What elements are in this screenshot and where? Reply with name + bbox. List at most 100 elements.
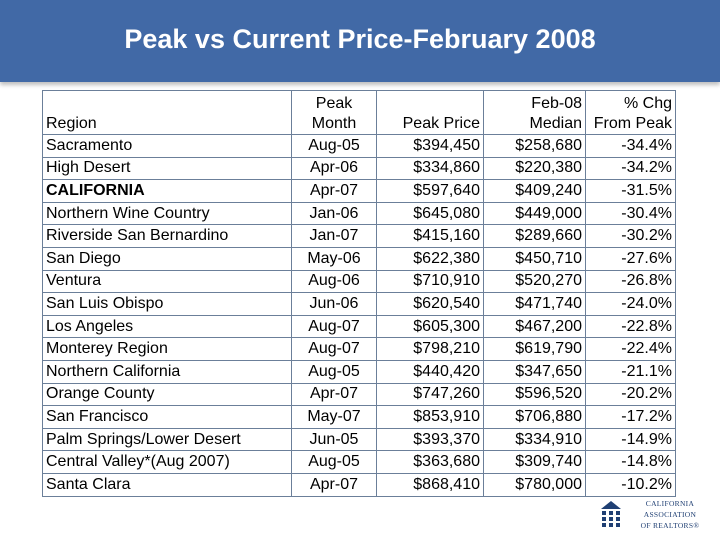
header-line: Region — [46, 115, 97, 132]
logo-line: CALIFORNIA — [645, 499, 695, 508]
cell-pct-change: -14.8% — [585, 450, 676, 474]
table-row: Northern Wine Country Jan-06 $645,080 $449,… — [42, 201, 676, 226]
cell-feb08-median: $334,910 — [483, 427, 586, 452]
cell-peak-price: $393,370 — [376, 427, 484, 452]
logo-line: ASSOCIATION — [643, 510, 697, 519]
cell-pct-change: -27.6% — [585, 246, 676, 271]
cell-region: Ventura — [42, 269, 292, 294]
cell-peak-price: $853,910 — [376, 405, 484, 429]
cell-pct-change: -34.4% — [585, 134, 676, 158]
table-row: Northern California Aug-05 $440,420 $347,65… — [42, 359, 676, 384]
cell-feb08-median: $449,000 — [483, 201, 586, 226]
cell-peak-price: $620,540 — [376, 292, 484, 316]
cell-feb08-median: $289,660 — [483, 224, 586, 248]
cell-peak-price: $645,080 — [376, 201, 484, 226]
cell-pct-change: -30.4% — [585, 201, 676, 226]
cell-peak-month: Aug-07 — [291, 337, 377, 361]
table-row: High Desert Apr-06 $334,860 $220,380 -34.2% — [42, 156, 676, 181]
cell-peak-price: $622,380 — [376, 246, 484, 271]
table-row: Riverside San Bernardino Jan-07 $415,160 $2… — [42, 224, 676, 248]
header-feb08-median: Feb-08 Median — [483, 90, 586, 135]
cell-feb08-median: $258,680 — [483, 134, 586, 158]
cell-peak-price: $605,300 — [376, 314, 484, 339]
table-row: Ventura Aug-06 $710,910 $520,270 -26.8% — [42, 269, 676, 294]
logo-line: OF REALTORS® — [640, 521, 700, 530]
cell-pct-change: -31.5% — [585, 179, 676, 203]
cell-region: Riverside San Bernardino — [42, 224, 292, 248]
header-line: % Chg — [623, 95, 672, 112]
cell-feb08-median: $450,710 — [483, 246, 586, 271]
cell-peak-month: Jan-07 — [291, 224, 377, 248]
cell-region: Northern California — [42, 359, 292, 384]
cell-peak-month: Aug-05 — [291, 134, 377, 158]
price-table: Region Peak Month Peak Price Feb-08 Median… — [42, 90, 676, 497]
header-row: Region Peak Month Peak Price Feb-08 Median… — [42, 90, 676, 135]
cell-region: San Diego — [42, 246, 292, 271]
cell-peak-month: Apr-07 — [291, 472, 377, 497]
cell-pct-change: -30.2% — [585, 224, 676, 248]
cell-peak-month: Aug-07 — [291, 314, 377, 339]
logo-text: CALIFORNIA ASSOCIATION OF REALTORS® — [624, 498, 716, 531]
cell-region: Central Valley*(Aug 2007) — [42, 450, 292, 474]
title-bar: Peak vs Current Price-February 2008 — [0, 0, 720, 82]
cell-region: Orange County — [42, 382, 292, 407]
header-line: Month — [311, 115, 357, 132]
cell-peak-price: $440,420 — [376, 359, 484, 384]
table-row: San Luis Obispo Jun-06 $620,540 $471,740 -24… — [42, 292, 676, 316]
cell-peak-month: Apr-06 — [291, 156, 377, 181]
table-row: CALIFORNIA Apr-07 $597,640 $409,240 -31.5% — [42, 179, 676, 203]
table-row: San Diego May-06 $622,380 $450,710 -27.6% — [42, 246, 676, 271]
cell-region: Palm Springs/Lower Desert — [42, 427, 292, 452]
table-row: Central Valley*(Aug 2007) Aug-05 $363,680 $… — [42, 450, 676, 474]
cell-peak-month: May-06 — [291, 246, 377, 271]
cell-feb08-median: $309,740 — [483, 450, 586, 474]
header-line: Median — [529, 115, 582, 132]
cell-region: CALIFORNIA — [42, 179, 292, 203]
cell-peak-month: Jun-06 — [291, 292, 377, 316]
table-row: Sacramento Aug-05 $394,450 $258,680 -34.4% — [42, 134, 676, 158]
cell-peak-price: $868,410 — [376, 472, 484, 497]
cell-region: Sacramento — [42, 134, 292, 158]
cell-peak-price: $415,160 — [376, 224, 484, 248]
cell-peak-month: May-07 — [291, 405, 377, 429]
table-row: San Francisco May-07 $853,910 $706,880 -17.2… — [42, 405, 676, 429]
cell-peak-price: $747,260 — [376, 382, 484, 407]
cell-pct-change: -26.8% — [585, 269, 676, 294]
cell-feb08-median: $706,880 — [483, 405, 586, 429]
cell-pct-change: -20.2% — [585, 382, 676, 407]
cell-feb08-median: $347,650 — [483, 359, 586, 384]
cell-pct-change: -14.9% — [585, 427, 676, 452]
table-row: Palm Springs/Lower Desert Jun-05 $393,370 $… — [42, 427, 676, 452]
cell-feb08-median: $520,270 — [483, 269, 586, 294]
table-row: Monterey Region Aug-07 $798,210 $619,790 -22… — [42, 337, 676, 361]
cell-pct-change: -34.2% — [585, 156, 676, 181]
cell-pct-change: -22.8% — [585, 314, 676, 339]
header-region: Region — [42, 90, 292, 135]
header-pct-change: % Chg From Peak — [585, 90, 676, 135]
header-line: Feb-08 — [531, 95, 582, 112]
header-line: Peak — [315, 95, 353, 112]
cell-pct-change: -22.4% — [585, 337, 676, 361]
table-row: Santa Clara Apr-07 $868,410 $780,000 -10.2% — [42, 472, 676, 497]
cell-peak-month: Apr-07 — [291, 179, 377, 203]
cell-region: Northern Wine Country — [42, 201, 292, 226]
cell-feb08-median: $467,200 — [483, 314, 586, 339]
car-logo: CALIFORNIA ASSOCIATION OF REALTORS® — [600, 496, 714, 536]
cell-peak-price: $363,680 — [376, 450, 484, 474]
header-peak-month: Peak Month — [291, 90, 377, 135]
cell-region: Santa Clara — [42, 472, 292, 497]
table-row: Los Angeles Aug-07 $605,300 $467,200 -22.8% — [42, 314, 676, 339]
cell-region: Los Angeles — [42, 314, 292, 339]
cell-feb08-median: $220,380 — [483, 156, 586, 181]
cell-peak-price: $394,450 — [376, 134, 484, 158]
cell-feb08-median: $471,740 — [483, 292, 586, 316]
cell-pct-change: -17.2% — [585, 405, 676, 429]
cell-peak-price: $597,640 — [376, 179, 484, 203]
cell-feb08-median: $780,000 — [483, 472, 586, 497]
cell-peak-month: Jan-06 — [291, 201, 377, 226]
cell-pct-change: -21.1% — [585, 359, 676, 384]
cell-peak-price: $710,910 — [376, 269, 484, 294]
cell-feb08-median: $409,240 — [483, 179, 586, 203]
page-title: Peak vs Current Price-February 2008 — [124, 24, 596, 54]
table-row: Orange County Apr-07 $747,260 $596,520 -20.2… — [42, 382, 676, 407]
